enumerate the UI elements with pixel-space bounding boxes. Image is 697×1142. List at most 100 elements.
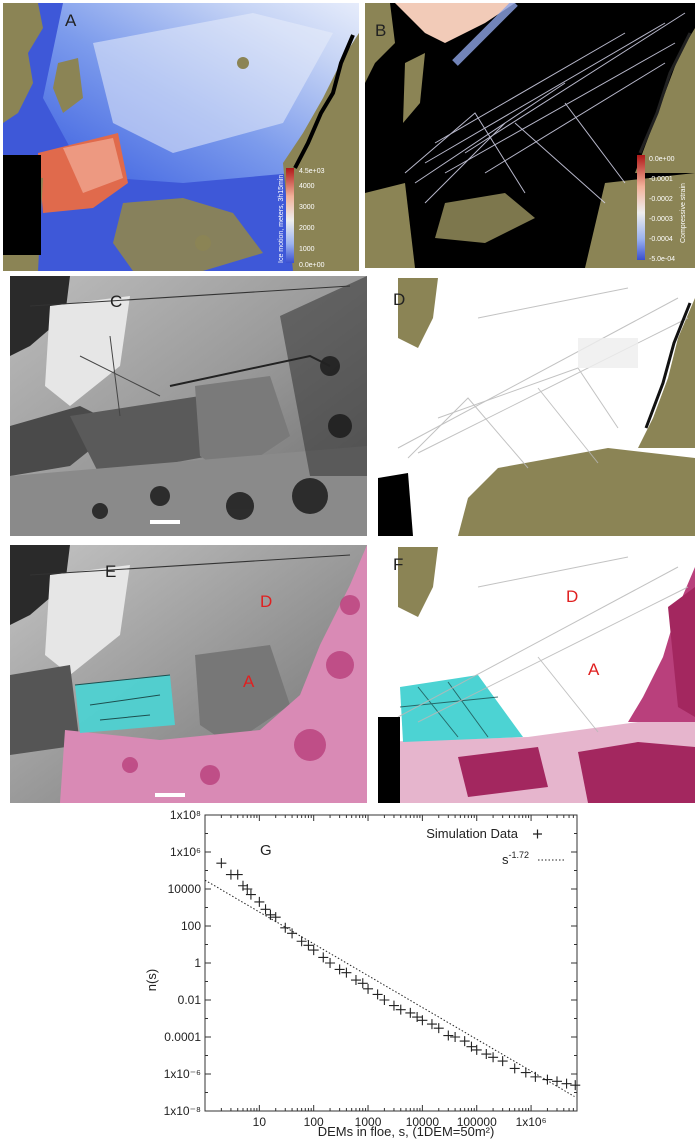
data-point bbox=[433, 1023, 444, 1034]
y-axis-label: n(s) bbox=[144, 969, 159, 991]
data-point bbox=[265, 909, 276, 920]
data-point bbox=[216, 858, 227, 869]
data-point bbox=[443, 1030, 454, 1041]
data-point bbox=[417, 1015, 428, 1026]
data-point bbox=[509, 1063, 520, 1074]
panel-b: 0.0e+00 -0.0001 -0.0002 -0.0003 -0.0004 … bbox=[365, 3, 695, 268]
data-point bbox=[245, 889, 256, 900]
x-tick-label: 1x10⁶ bbox=[516, 1115, 547, 1129]
cbar-b-tick: -0.0004 bbox=[649, 236, 673, 243]
classified-image-e bbox=[10, 545, 367, 803]
panel-label-g: G bbox=[260, 842, 272, 859]
y-tick-label: 0.01 bbox=[178, 993, 202, 1007]
panel-d: D bbox=[378, 278, 695, 536]
panel-label-e: E bbox=[105, 562, 117, 581]
data-point bbox=[334, 964, 345, 975]
data-point bbox=[471, 1044, 482, 1055]
y-tick-label: 100 bbox=[181, 919, 201, 933]
compressive-strain-map: 0.0e+00 -0.0001 -0.0002 -0.0003 -0.0004 … bbox=[365, 3, 695, 268]
y-tick-label: 1x10⁻⁶ bbox=[164, 1067, 201, 1081]
data-point bbox=[570, 1080, 581, 1091]
y-tick-label: 1x10⁸ bbox=[170, 808, 201, 822]
cbar-a-min: 0.0e+00 bbox=[299, 262, 325, 269]
data-point bbox=[552, 1076, 563, 1087]
cbar-a-tick: 4000 bbox=[299, 183, 315, 190]
data-point bbox=[260, 904, 271, 915]
data-point bbox=[395, 1004, 406, 1015]
cbar-a-max: 4.5e+03 bbox=[299, 168, 325, 175]
data-point bbox=[325, 958, 336, 968]
cbar-a-tick: 1000 bbox=[299, 246, 315, 253]
panel-label-f: F bbox=[393, 555, 404, 574]
data-point bbox=[303, 940, 314, 951]
data-point bbox=[363, 983, 374, 994]
data-point bbox=[372, 989, 383, 1000]
panel-label-a: A bbox=[65, 11, 77, 30]
cbar-a-tick: 2000 bbox=[299, 225, 315, 232]
x-tick-label: 1000 bbox=[355, 1115, 382, 1129]
panel-label-b: B bbox=[375, 21, 387, 40]
panel-label-d: D bbox=[393, 290, 406, 309]
data-point bbox=[520, 1067, 531, 1078]
legend-data-marker bbox=[533, 829, 542, 839]
data-point bbox=[388, 1000, 399, 1011]
data-point bbox=[561, 1078, 572, 1089]
y-tick-label: 0.0001 bbox=[164, 1030, 201, 1044]
data-point bbox=[542, 1074, 553, 1085]
x-tick-label: 100 bbox=[304, 1115, 324, 1129]
data-point bbox=[280, 922, 291, 933]
data-point bbox=[450, 1032, 461, 1042]
fit-line bbox=[204, 879, 575, 1097]
satellite-image-c bbox=[10, 276, 367, 536]
fracture-map-d bbox=[378, 278, 695, 536]
colorbar-a bbox=[286, 168, 294, 263]
floe-marker-a: A bbox=[243, 672, 255, 691]
x-tick-label: 10000 bbox=[406, 1115, 440, 1129]
classified-simulation-f bbox=[378, 547, 695, 803]
data-point bbox=[341, 967, 352, 978]
y-tick-label: 10000 bbox=[168, 882, 202, 896]
panel-a: 4.5e+03 4000 3000 2000 1000 0.0e+00 Ice … bbox=[3, 3, 359, 271]
data-point bbox=[530, 1071, 541, 1082]
data-point bbox=[242, 884, 253, 894]
x-tick-label: 100000 bbox=[457, 1115, 497, 1129]
floe-marker-d: D bbox=[566, 587, 579, 606]
data-point bbox=[296, 936, 307, 947]
data-point bbox=[466, 1041, 477, 1052]
y-tick-label: 1 bbox=[194, 956, 201, 970]
data-point bbox=[254, 896, 265, 907]
data-point bbox=[232, 869, 243, 880]
data-point bbox=[412, 1012, 423, 1023]
x-axis-label: DEMs in floe, s, (1DEM=50m²) bbox=[318, 1124, 495, 1139]
cbar-b-max: 0.0e+00 bbox=[649, 156, 675, 163]
floe-marker-d: D bbox=[260, 592, 273, 611]
data-point bbox=[270, 912, 281, 923]
legend-fit-label: s-1.72 bbox=[502, 850, 529, 867]
y-tick-label: 1x10⁶ bbox=[170, 845, 201, 859]
panel-f: F D A bbox=[378, 547, 695, 803]
colorbar-b bbox=[637, 155, 645, 260]
cbar-b-tick: -0.0002 bbox=[649, 196, 673, 203]
x-tick-label: 10 bbox=[253, 1115, 267, 1129]
data-point bbox=[497, 1056, 508, 1067]
legend-data-label: Simulation Data bbox=[426, 826, 519, 841]
data-point bbox=[357, 978, 368, 989]
data-point bbox=[459, 1036, 470, 1047]
y-tick-label: 1x10⁻⁸ bbox=[164, 1104, 201, 1118]
cbar-b-title: Compressive strain bbox=[680, 183, 687, 243]
data-point bbox=[379, 995, 390, 1005]
cbar-a-tick: 3000 bbox=[299, 204, 315, 211]
data-point bbox=[350, 975, 361, 986]
panel-g: 1x10⁸ 1x10⁶ 10000 100 1 0.01 0.0001 1x10⁻⁶ 1x10⁻… bbox=[140, 808, 585, 1142]
ice-motion-map: 4.5e+03 4000 3000 2000 1000 0.0e+00 Ice … bbox=[3, 3, 359, 271]
data-point bbox=[308, 945, 319, 956]
cbar-b-min: -5.0e-04 bbox=[649, 256, 675, 263]
panel-label-c: C bbox=[110, 292, 123, 311]
data-point bbox=[481, 1049, 492, 1060]
cbar-b-tick: -0.0003 bbox=[649, 216, 673, 223]
data-point bbox=[405, 1007, 416, 1018]
data-point bbox=[426, 1019, 437, 1030]
data-point bbox=[318, 952, 329, 963]
size-distribution-chart: 1x10⁸ 1x10⁶ 10000 100 1 0.01 0.0001 1x10⁻⁶ 1x10⁻… bbox=[140, 808, 585, 1142]
data-point bbox=[287, 928, 298, 939]
